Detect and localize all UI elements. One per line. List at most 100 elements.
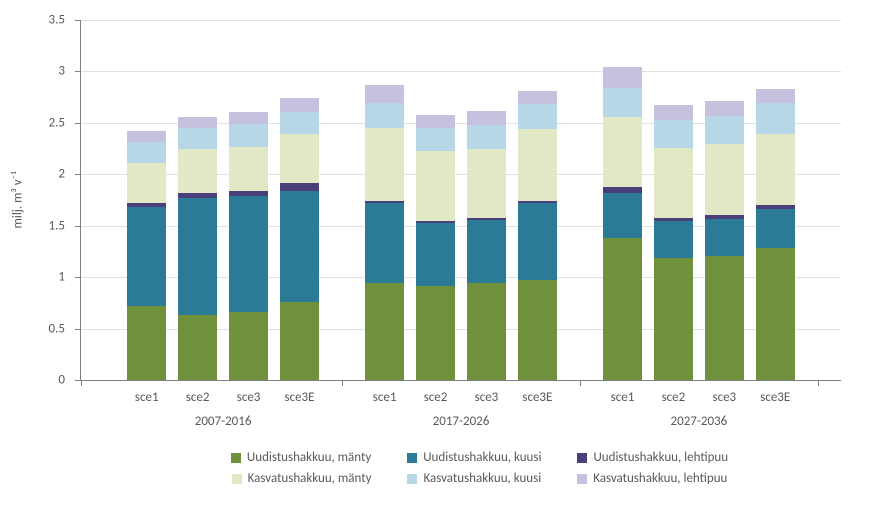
seg-kh_kuusi [467,125,507,149]
legend-item-uh_lehtipuu: Uudistushakkuu, lehtipuu [577,450,728,465]
seg-kh_lehtipuu [127,131,167,142]
x-tick [580,380,581,386]
legend: Uudistushakkuu, mänty Uudistushakkuu, kuu… [120,450,839,510]
legend-item-uh_kuusi: Uudistushakkuu, kuusi [407,450,541,465]
seg-uh_manty [756,248,796,380]
seg-kh_kuusi [603,88,643,117]
seg-kh_kuusi [280,112,320,135]
seg-kh_kuusi [756,103,796,134]
seg-kh_kuusi [127,142,167,163]
x-tick-label: sce2 [424,390,448,405]
seg-kh_kuusi [705,116,745,145]
y-tick [75,277,81,278]
seg-uh_lehtipuu [280,183,320,191]
y-tick-label: 2.5 [49,115,65,130]
legend-label: Uudistushakkuu, mänty [247,450,371,465]
bar-2027-2036-sce2 [654,105,694,380]
seg-kh_lehtipuu [603,67,643,88]
x-tick-label: sce1 [135,390,159,405]
gridline [81,20,841,21]
seg-kh_lehtipuu [467,111,507,125]
seg-uh_kuusi [654,221,694,258]
y-tick [75,20,81,21]
seg-uh_kuusi [416,223,456,287]
y-tick [75,329,81,330]
seg-uh_manty [229,312,269,380]
seg-kh_kuusi [654,120,694,148]
y-tick-label: 3.5 [49,13,65,28]
seg-kh_lehtipuu [365,85,405,104]
seg-uh_manty [467,283,507,380]
legend-label: Kasvatushakkuu, mänty [248,471,372,486]
seg-kh_lehtipuu [705,101,745,115]
y-tick-label: 1.5 [49,218,65,233]
seg-kh_manty [365,128,405,201]
seg-uh_kuusi [756,209,796,248]
x-tick-label: sce1 [611,390,635,405]
seg-uh_kuusi [467,220,507,284]
x-tick [342,380,343,386]
legend-swatch [577,474,587,484]
legend-swatch [577,453,587,463]
seg-uh_kuusi [705,219,745,256]
x-tick-label: sce3E [760,390,790,405]
x-tick [818,380,819,386]
bar-2017-2026-sce3 [467,111,507,380]
seg-kh_lehtipuu [756,89,796,103]
y-tick [75,226,81,227]
seg-kh_manty [756,134,796,205]
legend-item-kh_lehtipuu: Kasvatushakkuu, lehtipuu [577,471,727,486]
seg-uh_kuusi [518,203,558,280]
x-group-label: 2027-2036 [671,414,728,429]
bar-2007-2016-sce1 [127,131,167,380]
seg-kh_manty [416,151,456,221]
x-group-label: 2017-2026 [433,414,490,429]
seg-kh_lehtipuu [416,115,456,128]
legend-label: Kasvatushakkuu, lehtipuu [593,471,727,486]
bar-2027-2036-sce1 [603,67,643,380]
legend-row: Kasvatushakkuu, mänty Kasvatushakkuu, kuu… [120,471,839,486]
y-tick-label: 1 [58,270,65,285]
seg-kh_lehtipuu [654,105,694,119]
seg-kh_lehtipuu [178,117,218,128]
y-tick [75,123,81,124]
seg-uh_kuusi [178,198,218,315]
seg-uh_manty [127,306,167,380]
seg-kh_lehtipuu [518,91,558,104]
y-axis-label: milj. m³ v⁻¹ [11,171,26,228]
seg-uh_manty [416,286,456,380]
seg-uh_kuusi [127,207,167,306]
seg-kh_manty [467,149,507,218]
legend-label: Kasvatushakkuu, kuusi [423,471,541,486]
seg-kh_manty [705,144,745,215]
seg-kh_manty [127,163,167,203]
seg-uh_manty [518,280,558,380]
seg-uh_manty [280,302,320,380]
y-tick-label: 2 [58,167,65,182]
x-tick-label: sce2 [662,390,686,405]
seg-uh_manty [365,283,405,380]
bar-2007-2016-sce2 [178,117,218,380]
seg-uh_kuusi [229,196,269,312]
seg-uh_manty [654,258,694,380]
seg-kh_manty [654,148,694,218]
y-tick-label: 0.5 [49,321,65,336]
legend-swatch [407,453,417,463]
legend-label: Uudistushakkuu, kuusi [423,450,541,465]
seg-kh_kuusi [178,128,218,149]
x-tick-label: sce1 [373,390,397,405]
legend-swatch [407,474,417,484]
legend-row: Uudistushakkuu, mänty Uudistushakkuu, kuu… [120,450,839,465]
seg-uh_manty [705,256,745,380]
seg-kh_kuusi [365,103,405,128]
seg-kh_kuusi [518,104,558,129]
x-tick-label: sce2 [186,390,210,405]
bar-2027-2036-sce3 [705,101,745,380]
plot-area: 00.511.522.533.5sce1sce2sce3sce3E2007-20… [80,20,841,381]
legend-swatch [232,474,242,484]
x-tick [81,380,82,386]
bar-2007-2016-sce3E [280,98,320,380]
legend-item-kh_kuusi: Kasvatushakkuu, kuusi [407,471,541,486]
bar-2017-2026-sce1 [365,85,405,380]
bar-2027-2036-sce3E [756,89,796,380]
